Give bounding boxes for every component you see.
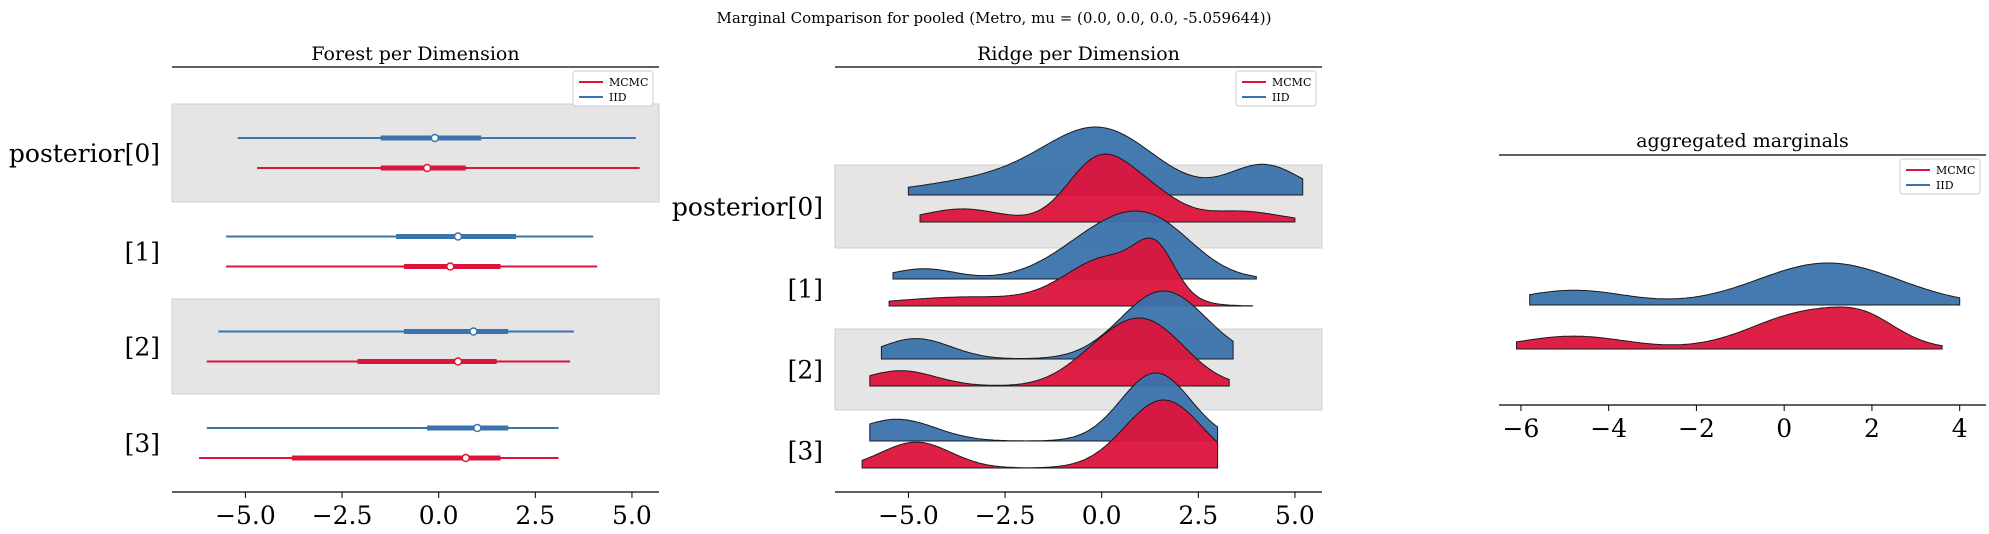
point-estimate-mcmc: [461, 453, 470, 463]
x-tick-label: 0: [1776, 414, 1792, 443]
ridge-iid: [1529, 262, 1961, 306]
row-label: [1]: [125, 238, 160, 267]
x-tick-label: 4: [1952, 414, 1968, 443]
row-band: [171, 298, 660, 395]
row-band: [171, 103, 660, 203]
x-tick-label: 2: [1864, 414, 1880, 443]
legend-label-mcmc: MCMC: [1272, 76, 1311, 89]
panel-title: aggregated marginals: [1636, 130, 1849, 152]
x-tick-label: −2.5: [312, 501, 373, 530]
point-estimate-mcmc: [453, 357, 463, 366]
row-label: [1]: [788, 275, 823, 304]
point-estimate-iid: [430, 133, 440, 143]
point-estimate-iid: [469, 327, 478, 336]
x-tick-label: 5.0: [1275, 501, 1315, 530]
x-tick-label: −5.0: [878, 501, 939, 530]
row-label: [2]: [788, 356, 823, 385]
legend-label-mcmc: MCMC: [609, 76, 648, 89]
ridge-mcmc: [888, 237, 1253, 307]
row-label: posterior[0]: [672, 193, 823, 222]
x-tick-label: −4: [1590, 414, 1627, 443]
x-tick-label: 2.5: [1178, 501, 1218, 530]
forest-panel: Forest per Dimension −5.0 −2.5 0.0 2.5 5.0 pos…: [9, 43, 660, 530]
x-tick-label: −2.5: [975, 501, 1036, 530]
x-tick-label: 0.0: [1082, 501, 1122, 530]
point-estimate-iid: [453, 232, 463, 241]
x-tick-label: −6: [1503, 414, 1540, 443]
legend-label-iid: IID: [609, 91, 627, 104]
row-label: [3]: [788, 437, 823, 466]
point-estimate-iid: [473, 423, 482, 433]
row-label: posterior[0]: [9, 139, 160, 168]
legend-label-iid: IID: [1936, 179, 1954, 192]
x-tick-label: 2.5: [515, 501, 555, 530]
figure-suptitle: Marginal Comparison for pooled (Metro, m…: [717, 9, 1272, 27]
x-tick-label: 5.0: [612, 501, 652, 530]
ridge-mcmc: [1516, 306, 1943, 350]
panel-title: Forest per Dimension: [311, 43, 519, 65]
ridge-mcmc: [869, 317, 1230, 387]
legend-label-mcmc: MCMC: [1936, 164, 1975, 177]
ridge-panel: Ridge per Dimension −5.0 −2.5 0.0 2.5 5.0 post…: [672, 43, 1323, 530]
point-estimate-mcmc: [422, 163, 432, 173]
point-estimate-mcmc: [446, 262, 455, 271]
legend-label-iid: IID: [1272, 91, 1290, 104]
panel-title: Ridge per Dimension: [977, 43, 1180, 65]
row-label: [2]: [125, 333, 160, 362]
row-label: [3]: [125, 429, 160, 458]
aggregated-panel: aggregated marginals −6 −4 −2 0 2 4 MCMC IID: [1499, 130, 1986, 443]
x-tick-label: −5.0: [215, 501, 276, 530]
x-tick-label: −2: [1678, 414, 1715, 443]
ridge-mcmc: [861, 399, 1219, 469]
ridge-mcmc: [919, 153, 1296, 223]
x-tick-label: 0.0: [419, 501, 459, 530]
